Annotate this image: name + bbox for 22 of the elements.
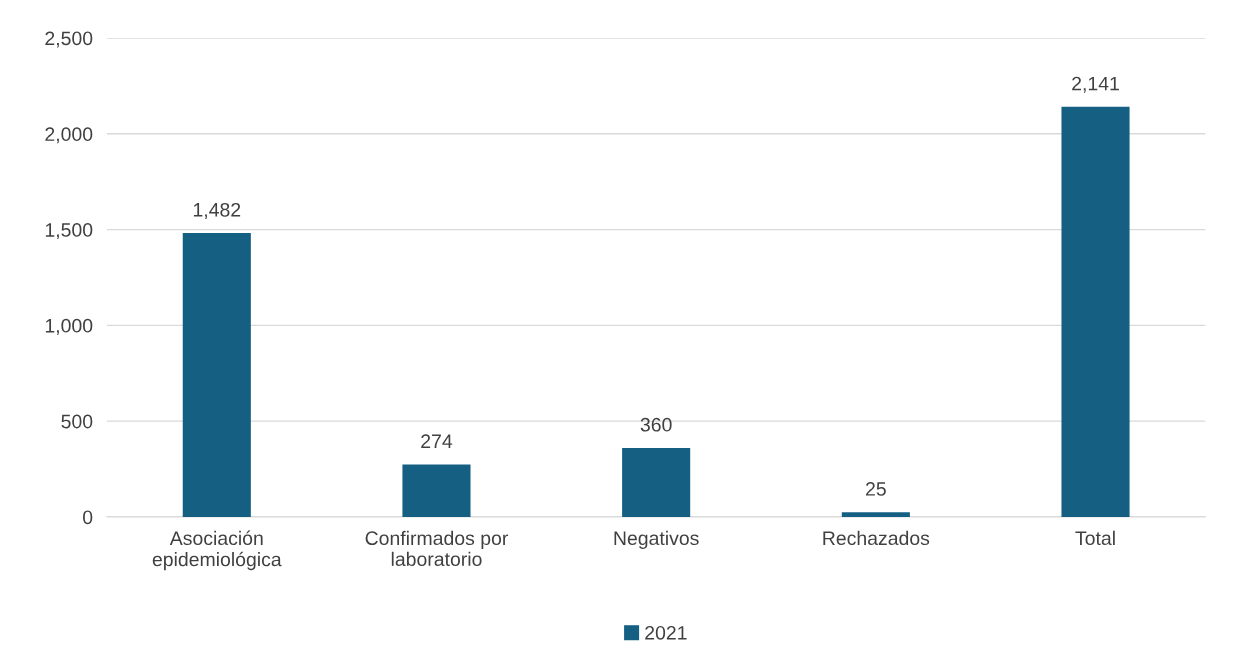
bar: [402, 464, 471, 517]
x-tick-label: Confirmados por laboratorio: [365, 530, 509, 567]
bar: [622, 447, 691, 517]
y-tick-label: 0: [83, 510, 93, 525]
bar: [1061, 106, 1130, 517]
text: 1,482: [193, 202, 241, 219]
x-tick-label: Negativos: [614, 530, 699, 549]
legend-label: 2021: [645, 625, 687, 640]
y-tick-label: 2,000: [45, 127, 93, 144]
y-tick-label: 1,000: [45, 318, 93, 335]
y-tick-label: 500: [61, 414, 93, 429]
x-tick-label: Rechazados: [823, 530, 930, 546]
x-tick-label: Asociación epidemiológica: [152, 530, 282, 571]
x-tick-label: Total: [1075, 530, 1115, 546]
text: 25: [866, 482, 886, 496]
bar: [841, 512, 910, 517]
y-tick-label: 1,500: [45, 223, 93, 240]
y-tick-label: 2,500: [45, 31, 93, 48]
text: 360: [640, 417, 672, 432]
text: 274: [421, 434, 453, 448]
bar: [182, 233, 251, 517]
text: 2,141: [1072, 76, 1119, 93]
